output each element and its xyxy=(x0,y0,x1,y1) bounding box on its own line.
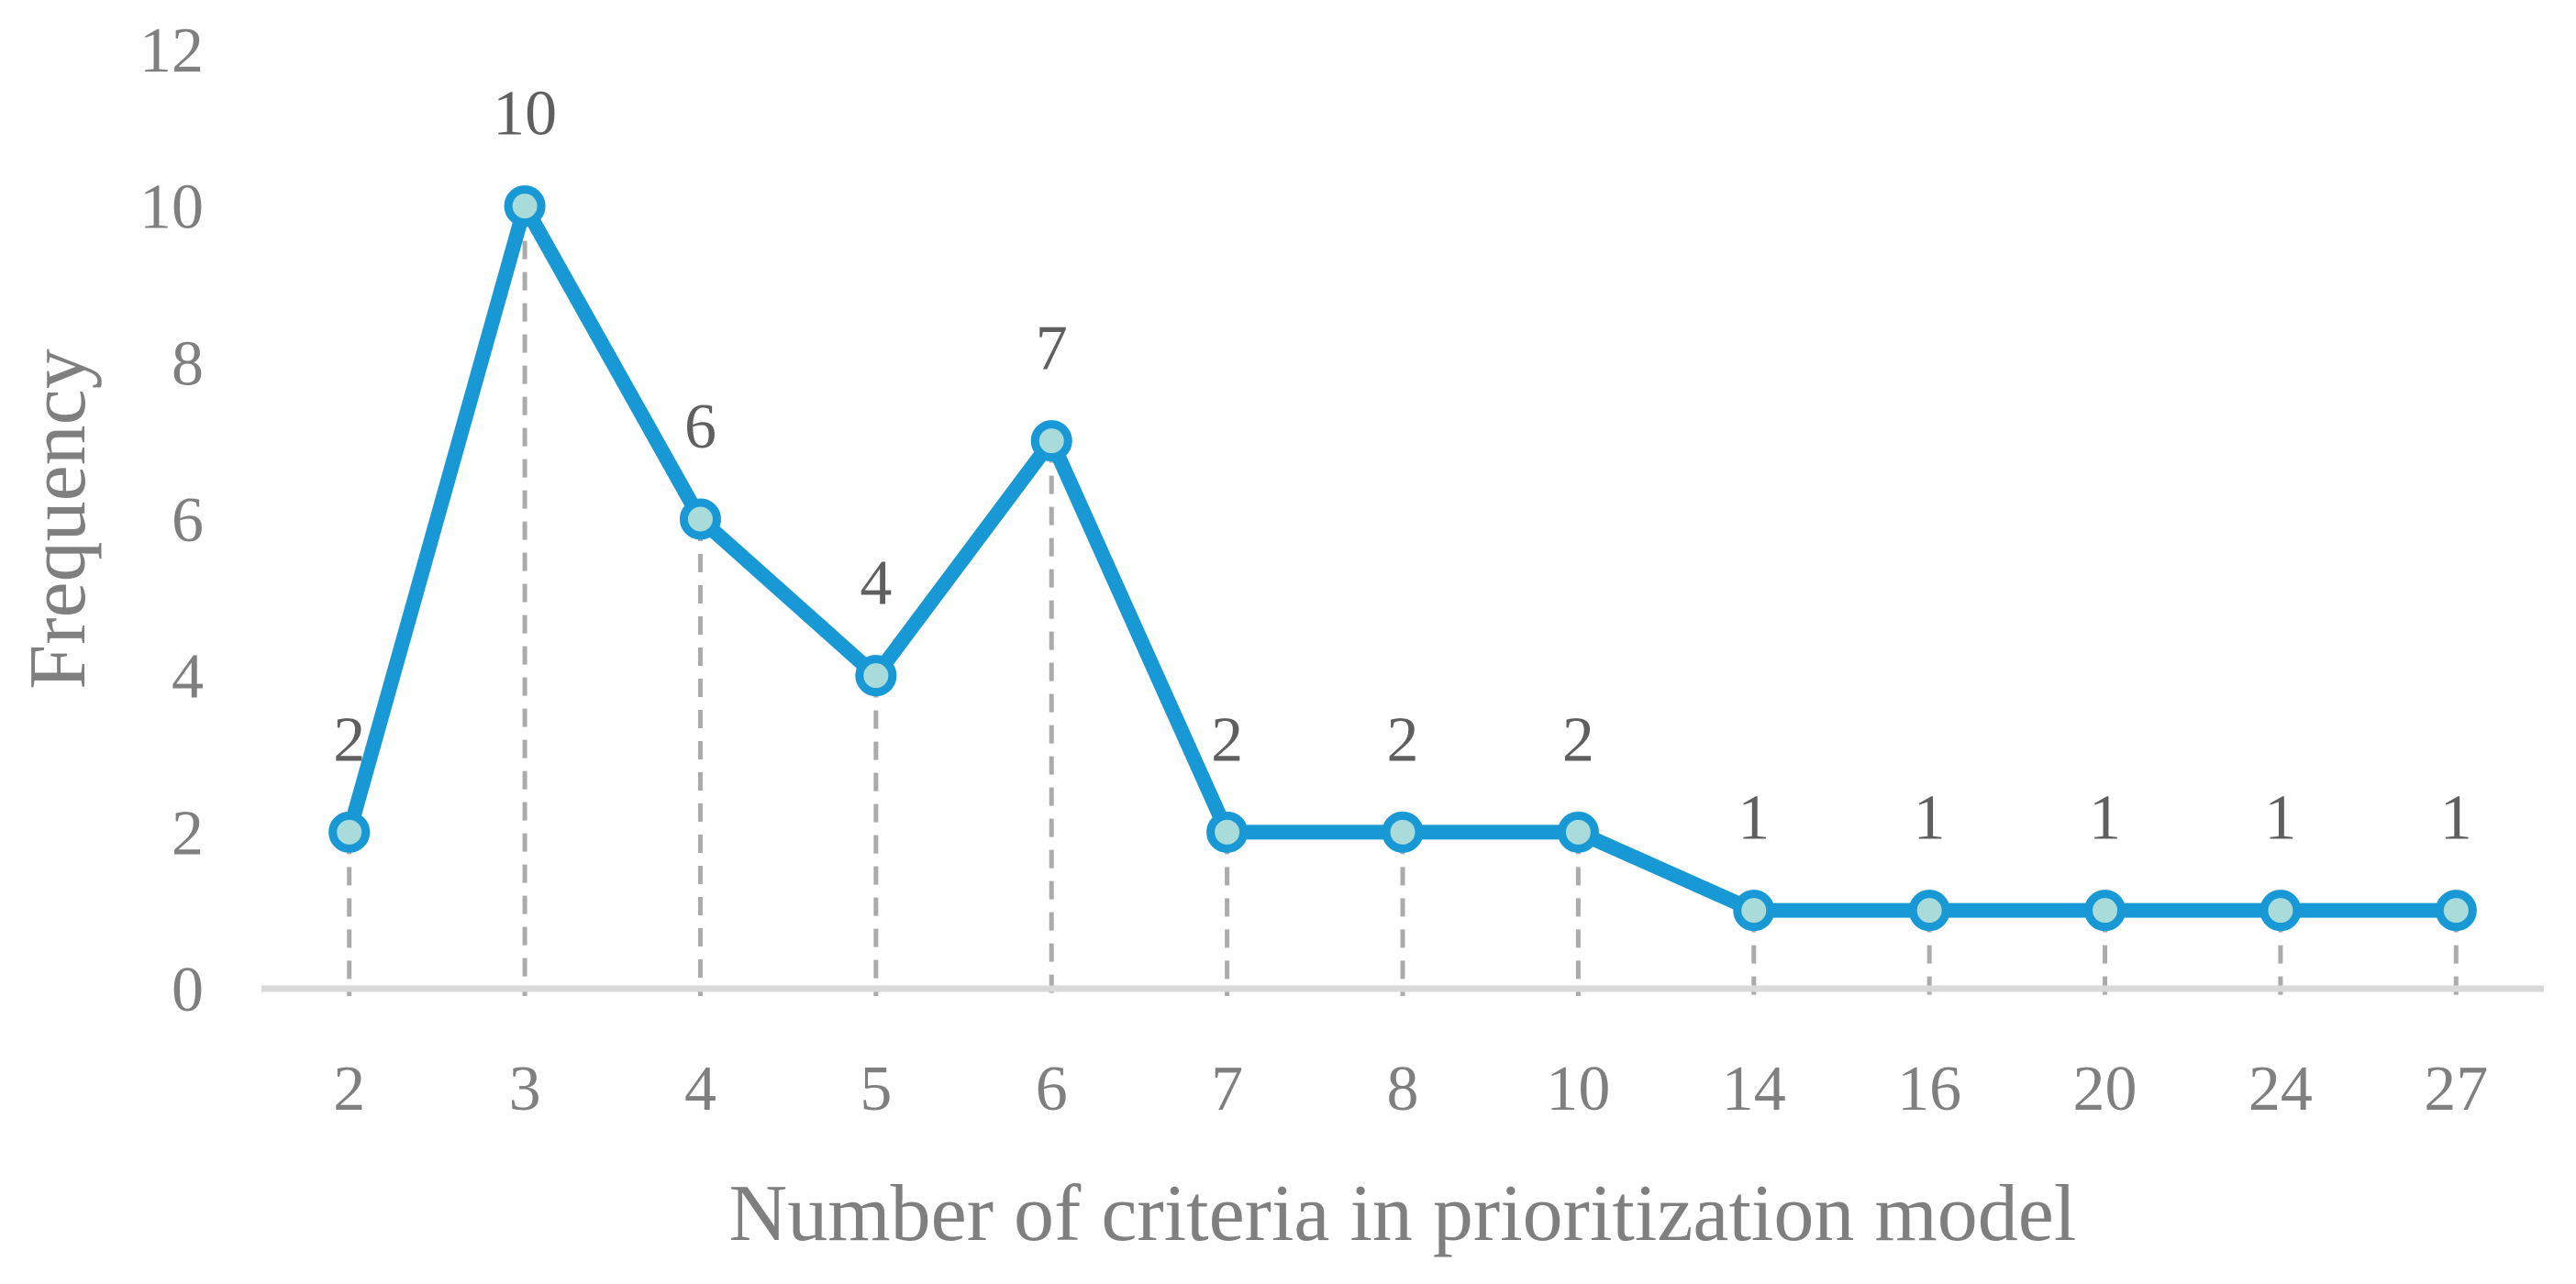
y-axis-title: Frequency xyxy=(14,349,103,689)
y-tick-label: 8 xyxy=(172,328,204,399)
x-tick-label: 14 xyxy=(1722,1054,1786,1124)
y-tick-label: 4 xyxy=(172,642,204,713)
x-tick-label: 10 xyxy=(1546,1054,1610,1124)
y-tick-label: 0 xyxy=(172,955,204,1025)
data-point-marker xyxy=(2435,890,2477,932)
series-line xyxy=(341,198,2464,918)
y-tick-label: 2 xyxy=(172,798,204,869)
data-point-marker xyxy=(2084,890,2126,932)
x-tick-label: 27 xyxy=(2424,1054,2488,1124)
markers-group xyxy=(328,185,2477,932)
x-axis-title: Number of criteria in prioritization mod… xyxy=(729,1169,2077,1258)
y-tick-label: 10 xyxy=(139,172,204,243)
data-point-marker xyxy=(1030,420,1072,462)
x-tick-label: 8 xyxy=(1387,1054,1419,1124)
x-tick-label: 4 xyxy=(684,1054,716,1124)
x-axis-tick-labels: 2 3 4 5 6 7 8 10 14 16 20 24 27 xyxy=(333,1054,2488,1124)
data-point-label: 1 xyxy=(2089,783,2121,854)
data-point-marker xyxy=(504,185,546,227)
data-point-label: 10 xyxy=(493,79,557,149)
data-point-label: 4 xyxy=(860,548,892,619)
data-point-label: 1 xyxy=(2264,783,2296,854)
data-point-marker xyxy=(1382,811,1424,853)
y-tick-label: 12 xyxy=(139,16,204,86)
data-point-marker xyxy=(328,811,371,853)
x-tick-label: 16 xyxy=(1897,1054,1961,1124)
x-tick-label: 6 xyxy=(1036,1054,1068,1124)
x-tick-label: 7 xyxy=(1211,1054,1243,1124)
data-point-label: 1 xyxy=(1738,783,1770,854)
data-point-marker xyxy=(679,498,721,540)
y-axis-tick-labels: 0 2 4 6 8 10 12 xyxy=(139,16,204,1025)
x-tick-label: 24 xyxy=(2248,1054,2313,1124)
data-point-label: 2 xyxy=(1387,704,1419,775)
data-point-label: 1 xyxy=(1914,783,1946,854)
x-tick-label: 5 xyxy=(860,1054,892,1124)
x-tick-label: 3 xyxy=(509,1054,541,1124)
data-point-marker xyxy=(1733,890,1775,932)
data-point-label: 7 xyxy=(1036,314,1068,384)
data-point-marker xyxy=(1557,811,1599,853)
data-point-marker xyxy=(1206,811,1249,853)
data-point-marker xyxy=(1908,890,1950,932)
drop-lines-group xyxy=(347,209,2459,996)
data-point-marker xyxy=(855,655,897,697)
x-tick-label: 2 xyxy=(333,1054,365,1124)
data-point-label: 2 xyxy=(333,704,365,775)
x-tick-label: 20 xyxy=(2073,1054,2137,1124)
data-labels-group: 2 10 6 4 7 2 2 2 1 1 1 1 1 xyxy=(333,79,2472,854)
data-point-label: 2 xyxy=(1562,704,1594,775)
data-point-label: 6 xyxy=(684,392,716,462)
y-tick-label: 6 xyxy=(172,485,204,556)
data-point-label: 1 xyxy=(2440,783,2472,854)
data-point-marker xyxy=(2260,890,2302,932)
data-point-label: 2 xyxy=(1211,704,1243,775)
